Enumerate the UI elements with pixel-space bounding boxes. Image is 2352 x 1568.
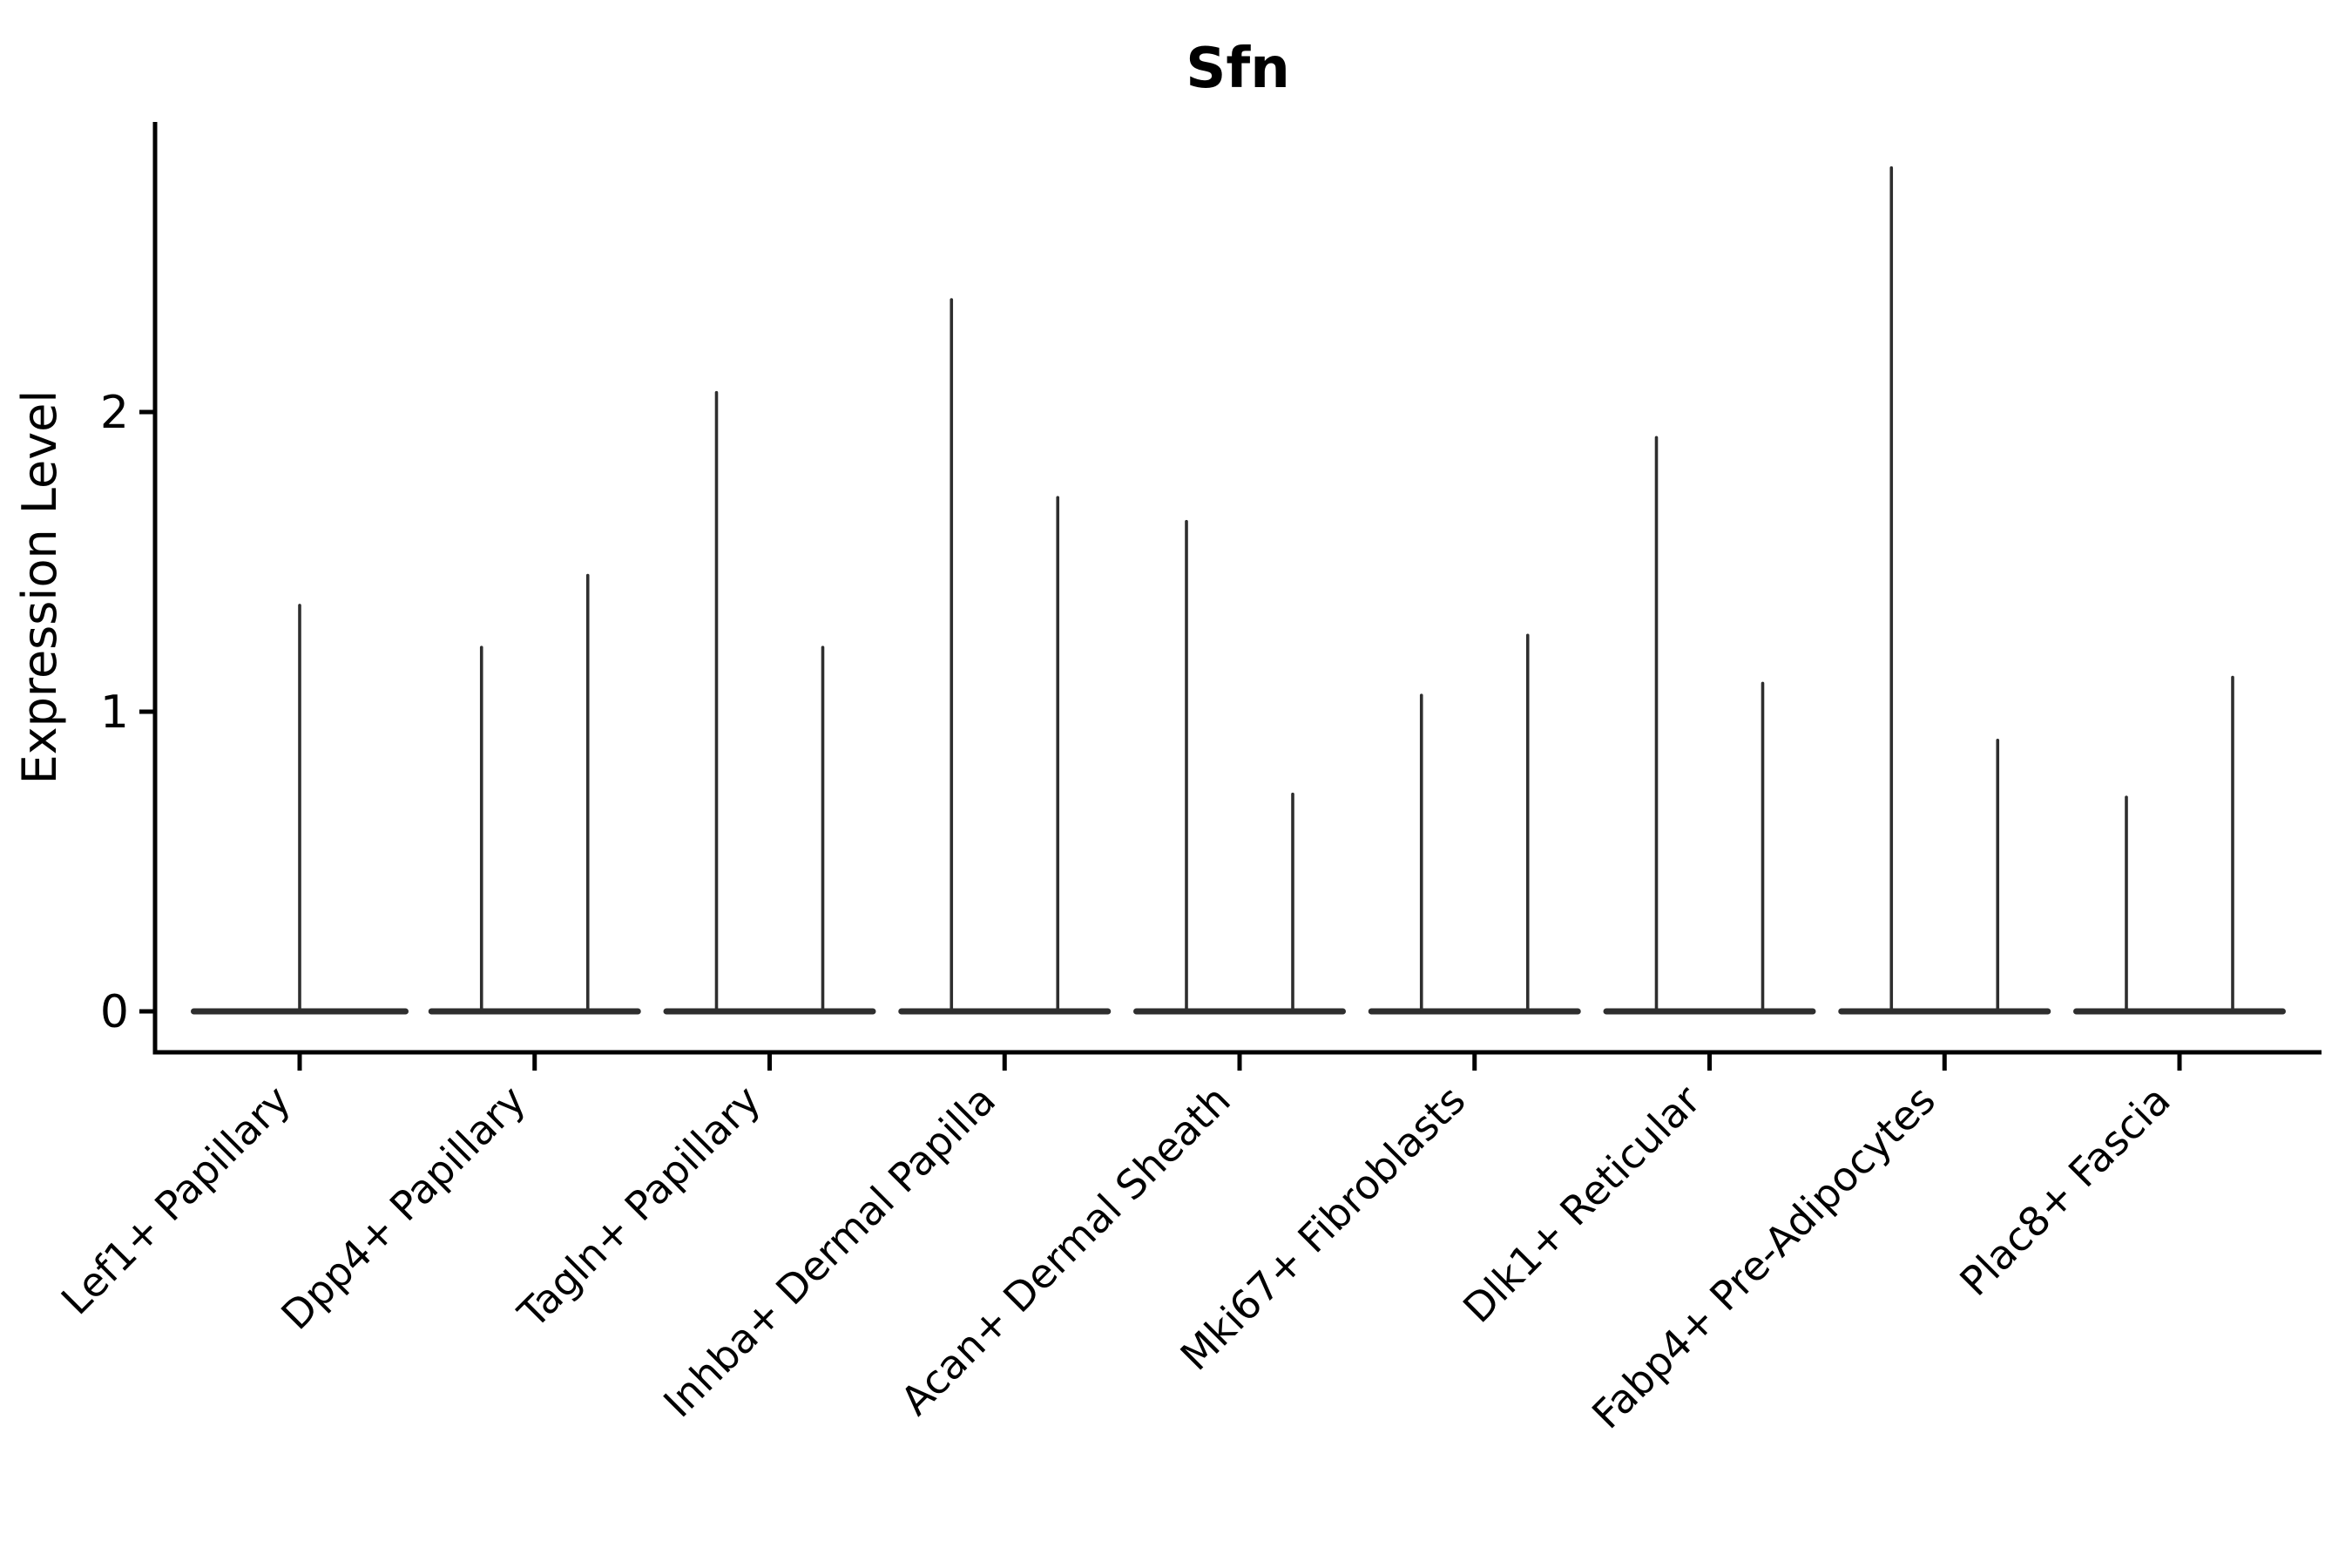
violin-baseline-bar [1368,1008,1581,1015]
violin-spike [585,573,590,1013]
x-tick-mark [2177,1052,2182,1071]
x-tick-mark [1942,1052,1947,1071]
violin-spike [1185,519,1188,1013]
x-tick-mark [532,1052,537,1071]
x-tick-label: Tagln+ Papillary [509,1077,770,1338]
y-tick-mark [139,709,155,714]
violin-spike [950,298,954,1013]
x-tick-label: Dpp4+ Papillary [272,1077,534,1339]
violin-spike [1056,496,1060,1013]
violin-spike [479,645,483,1013]
violin-spike [2231,675,2234,1013]
violin-spike [1654,436,1659,1013]
violin-spike [821,645,825,1013]
violin-baseline-bar [898,1008,1112,1015]
violin-spike [1419,693,1423,1013]
violin-baseline-bar [428,1008,641,1015]
x-tick-mark [1472,1052,1477,1071]
x-tick-label: Plac8+ Fascia [1950,1077,2179,1305]
x-tick-mark [297,1052,302,1071]
violin-spike [1889,166,1894,1014]
x-tick-label: Lef1+ Papillary [52,1077,300,1324]
violin-spike [1291,792,1294,1013]
x-tick-mark [1707,1052,1712,1071]
x-tick-mark [1237,1052,1242,1071]
violin-spike [1996,738,2000,1013]
x-axis-spine [152,1050,2322,1055]
violin-spike [714,390,719,1013]
violin-baseline-bar [1603,1008,1816,1015]
violin-baseline-bar [1133,1008,1346,1015]
chart-title: Sfn [1186,37,1290,101]
x-tick-mark [1002,1052,1007,1071]
y-axis-label: Expression Level [12,390,67,785]
y-tick-mark [139,1009,155,1014]
violin-spike [1525,633,1530,1013]
x-tick-mark [767,1052,772,1071]
violin-spike [2125,795,2128,1013]
violin-spike [298,604,301,1013]
y-axis-spine [152,122,158,1055]
y-tick-label: 2 [100,387,129,439]
violin-baseline-bar [1838,1008,2051,1015]
y-tick-label: 0 [100,986,129,1038]
y-tick-mark [139,409,155,415]
violin-baseline-bar [2073,1008,2286,1015]
violin-baseline-bar [663,1008,876,1015]
violin-spike [1761,681,1765,1013]
y-tick-label: 1 [100,686,129,739]
x-tick-label: Dlk1+ Reticular [1454,1077,1709,1332]
